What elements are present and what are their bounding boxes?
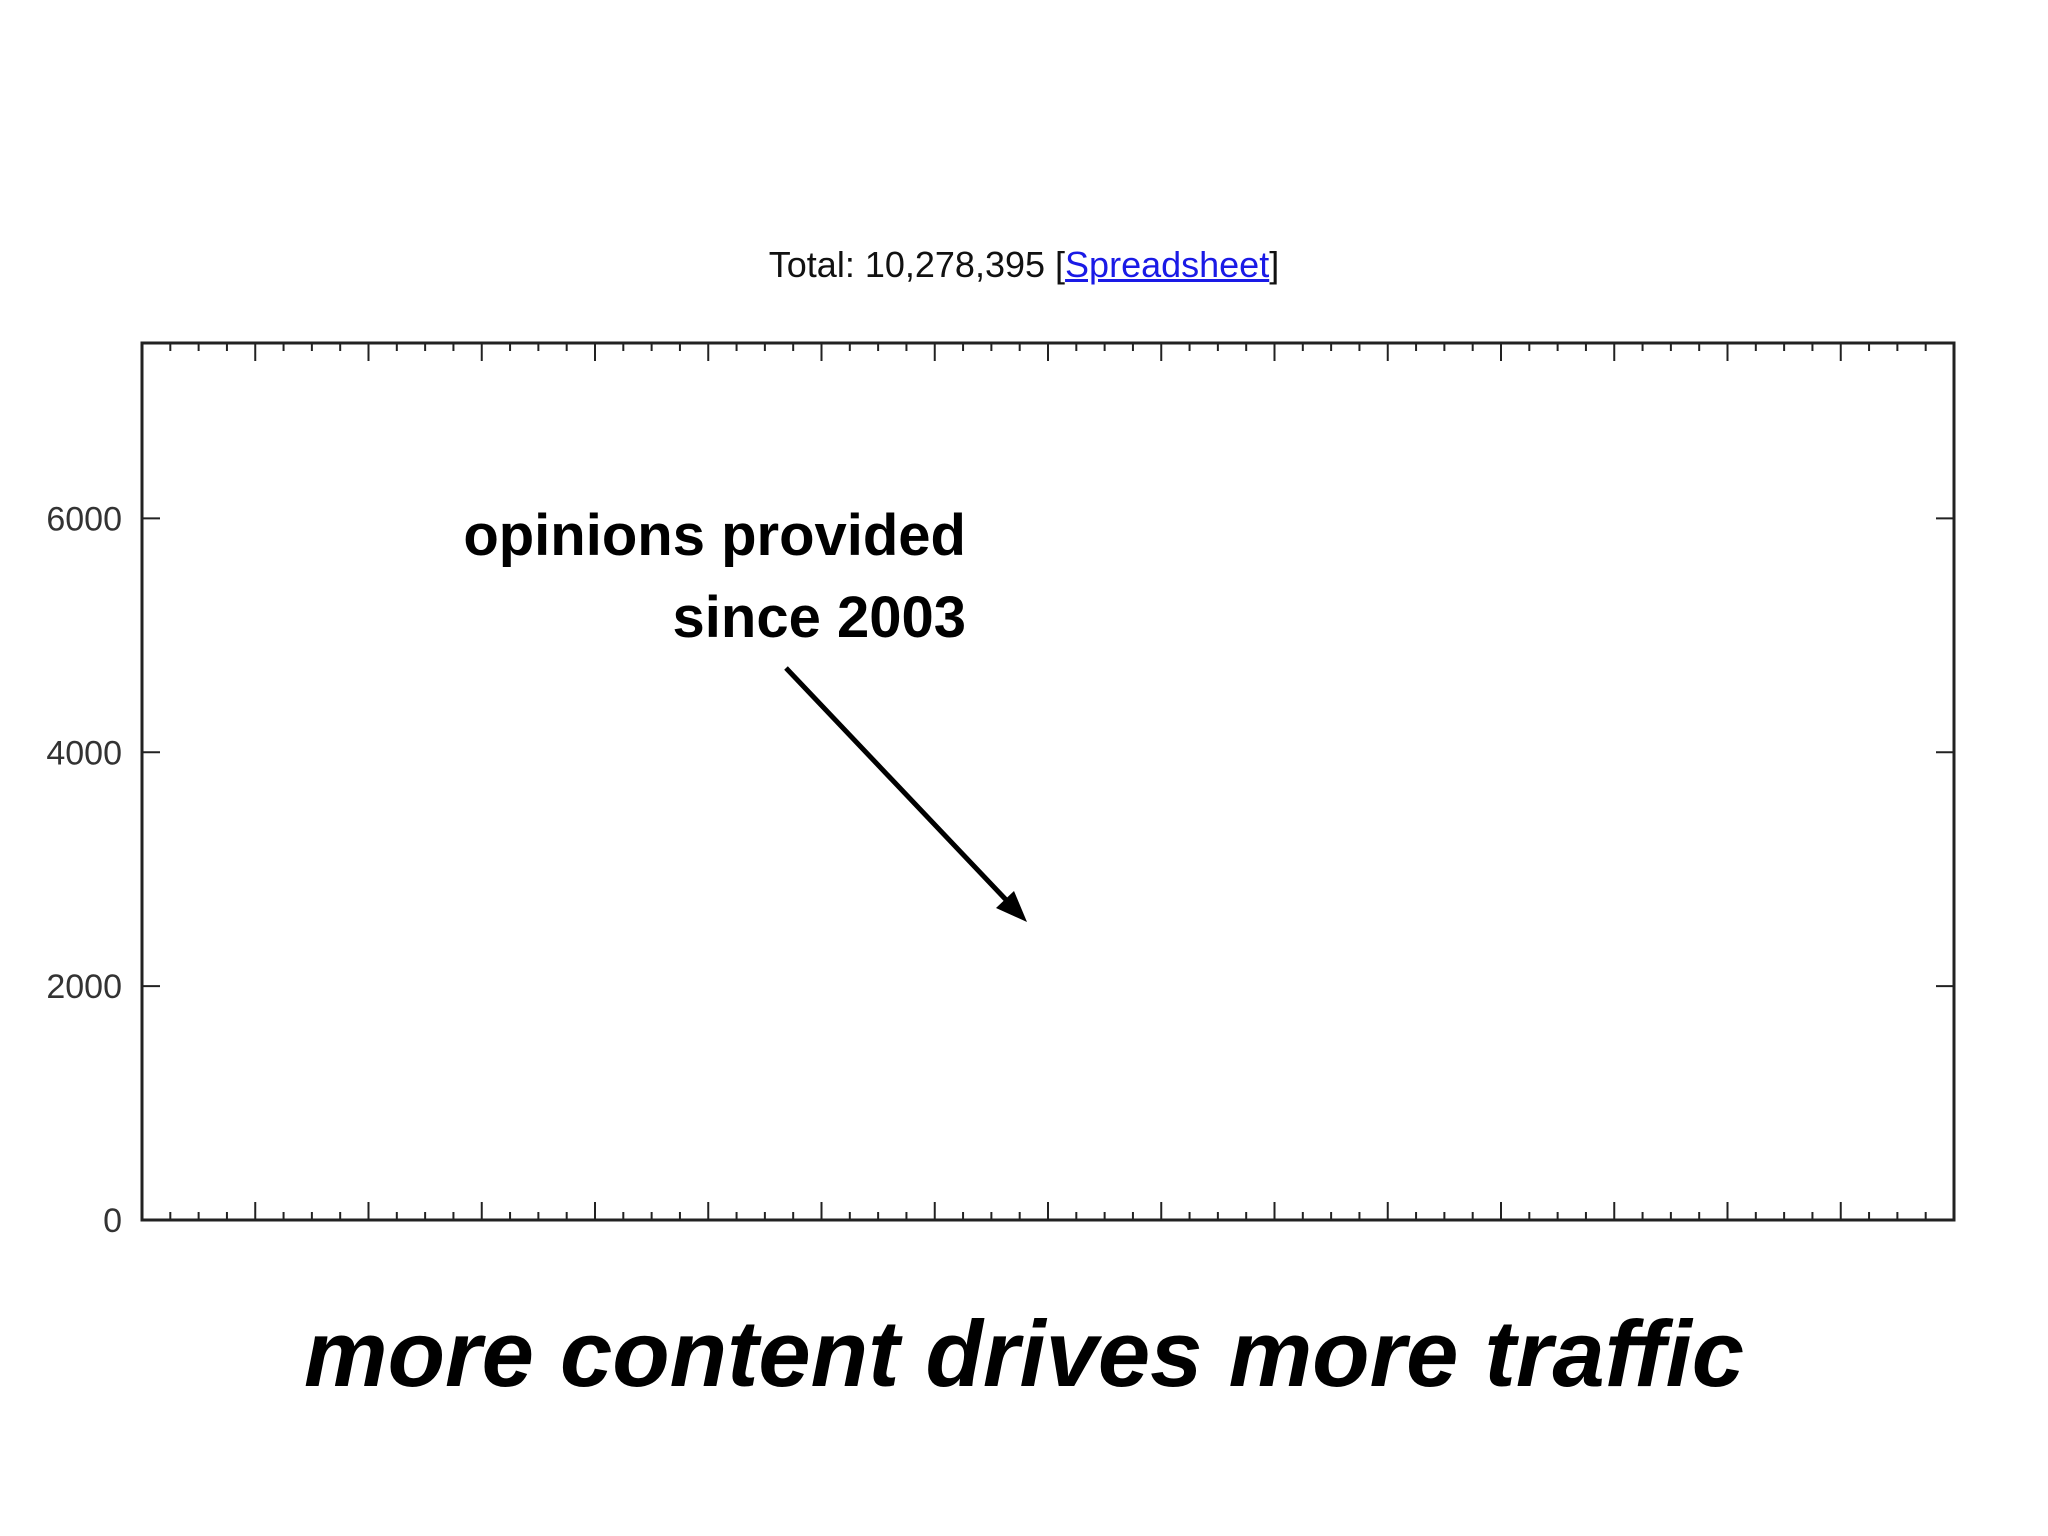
total-label: Total: 10,278,395 [768,244,1046,285]
axes: 0 2000 4000 6000 [46,341,1956,1240]
y-tick-label: 4000 [46,734,122,772]
bracket-open: [ [1055,244,1066,285]
annotation-arrow-shaft [784,666,1012,906]
y-tick-label: 0 [103,1202,122,1240]
spreadsheet-link[interactable]: Spreadsheet [1065,244,1270,285]
y-tick-label: 6000 [46,500,122,538]
annotation-line-1: opinions provided [463,503,966,568]
slide-caption: more content drives more traffic [303,1301,1745,1406]
annotation: opinions provided since 2003 [463,503,1027,922]
plot-frame [140,341,1956,1222]
annotation-line-2: since 2003 [673,585,966,650]
chart-total-header: Total: 10,278,395 [Spreadsheet] [0,244,2048,286]
bracket-close: ] [1269,244,1280,285]
y-tick-label: 2000 [46,968,122,1006]
annotation-arrow-head [996,891,1027,922]
